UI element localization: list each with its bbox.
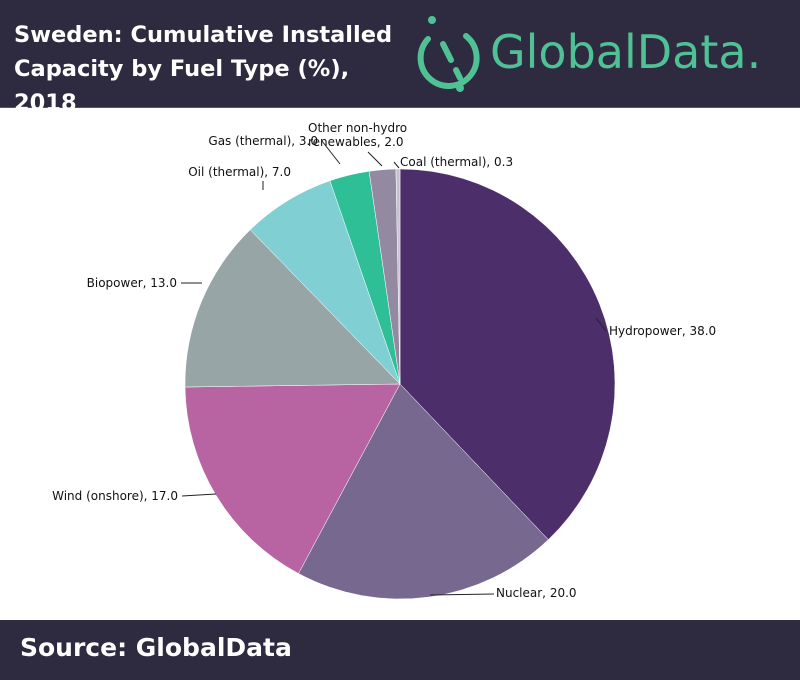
pie-slice-hydropower (399, 168, 616, 541)
data-label: Wind (onshore), 17.0 (52, 489, 178, 503)
data-label: Hydropower, 38.0 (609, 324, 716, 338)
data-label: Coal (thermal), 0.3 (400, 155, 513, 169)
footer-bar: Source: GlobalData (0, 620, 800, 680)
data-label: Nuclear, 20.0 (496, 586, 577, 600)
data-label: Other non-hydro renewables, 2.0 (308, 121, 407, 149)
pie-slice-biopower (184, 229, 401, 388)
data-label: Biopower, 13.0 (87, 276, 177, 290)
header-bar: Sweden: Cumulative Installed Capacity by… (0, 0, 800, 116)
leader-line (181, 493, 217, 497)
data-label: Gas (thermal), 3.0 (208, 134, 318, 148)
leader-line (393, 161, 400, 169)
pie-slice-nuclear (298, 383, 549, 600)
pie-slice-wind-onshore- (184, 383, 401, 574)
data-label: Oil (thermal), 7.0 (188, 165, 291, 179)
leader-line (429, 593, 495, 596)
logo-text: GlobalData. (490, 25, 761, 79)
source-text: Source: GlobalData (20, 633, 292, 662)
leader-line (321, 140, 341, 165)
leader-line (367, 151, 383, 167)
pie-slice-coal-thermal- (395, 168, 401, 385)
globaldata-logo: GlobalData. (417, 16, 761, 92)
chart-title: Sweden: Cumulative Installed Capacity by… (14, 22, 393, 116)
pie-chart: Hydropower, 38.0 Nuclear, 20.0 Wind (onsho… (52, 121, 716, 600)
leader-line (595, 317, 607, 332)
